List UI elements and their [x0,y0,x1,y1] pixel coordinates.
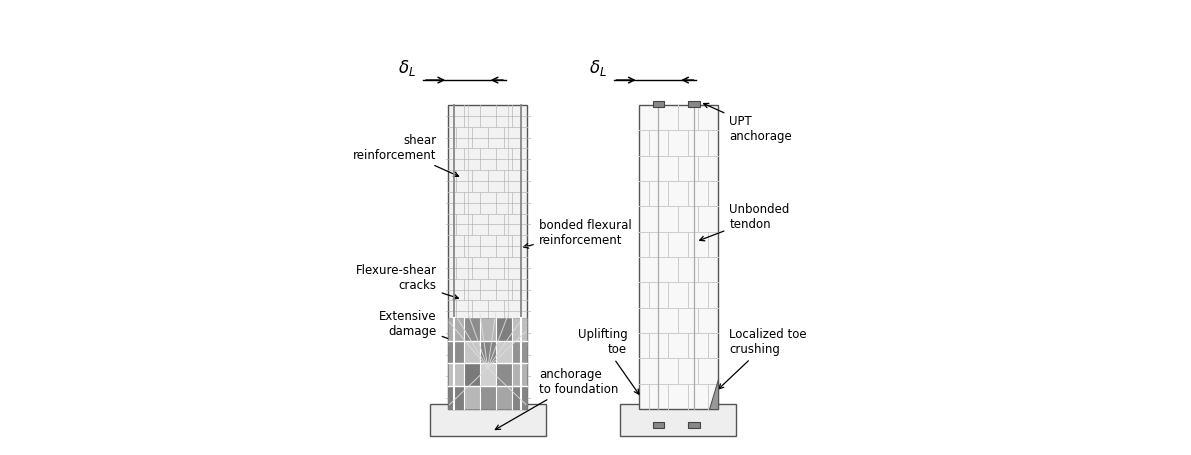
Bar [464,386,480,409]
Text: anchorage
to foundation: anchorage to foundation [495,368,618,430]
Bar [653,101,665,107]
Bar [448,340,464,364]
Text: Uplifting
toe: Uplifting toe [578,328,638,394]
Bar [464,318,480,340]
Bar [480,340,495,364]
Bar [448,318,464,340]
Bar [512,318,528,340]
Bar [621,404,736,436]
Bar [638,105,718,409]
Bar [512,364,528,386]
Bar [448,105,528,409]
Bar [430,404,545,436]
Polygon shape [709,379,718,409]
Bar [464,340,480,364]
Bar [688,422,700,428]
Bar [480,364,495,386]
Bar [688,101,700,107]
Text: $\delta_L$: $\delta_L$ [588,58,607,78]
Text: UPT
anchorage: UPT anchorage [704,103,792,143]
Text: bonded flexural
reinforcement: bonded flexural reinforcement [524,219,631,248]
Bar [480,318,495,340]
Bar [448,386,464,409]
Text: $\delta_L$: $\delta_L$ [398,58,417,78]
Bar [495,340,512,364]
Text: Extensive
damage: Extensive damage [379,310,454,341]
Bar [464,364,480,386]
Text: Unbonded
tendon: Unbonded tendon [699,203,790,241]
Bar [448,364,464,386]
Bar [653,422,665,428]
Bar [512,340,528,364]
Text: Localized toe
crushing: Localized toe crushing [718,328,807,389]
Bar [480,386,495,409]
Bar [495,364,512,386]
Text: Flexure-shear
cracks: Flexure-shear cracks [356,264,459,299]
Bar [495,318,512,340]
Text: shear
reinforcement: shear reinforcement [354,134,459,177]
Bar [512,386,528,409]
Bar [495,386,512,409]
